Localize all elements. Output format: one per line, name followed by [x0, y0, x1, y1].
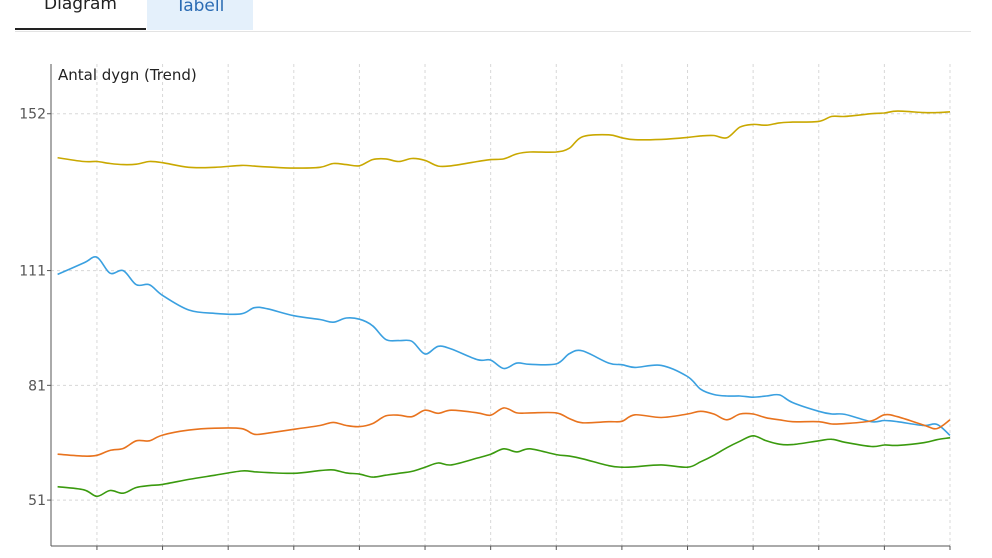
tab-diagram-label: Diagram — [44, 0, 117, 14]
y-tick-label: 111 — [19, 264, 46, 280]
tab-diagram[interactable]: Diagram — [15, 0, 146, 30]
tab-tabell[interactable]: Tabell — [147, 0, 253, 30]
view-tabs: Diagram Tabell — [15, 0, 971, 32]
y-tick-labels: 51 81 111 152 — [19, 107, 46, 509]
chart-grid — [51, 64, 951, 546]
series-line-2 — [57, 256, 951, 437]
y-axis-label: Antal dygn (Trend) — [58, 66, 197, 84]
y-tick-label: 152 — [19, 107, 46, 123]
tab-tabell-label: Tabell — [175, 0, 225, 16]
y-tick-label: 81 — [28, 378, 46, 394]
series-line-4 — [57, 435, 951, 498]
chart-series — [57, 110, 951, 498]
series-line-3 — [57, 407, 951, 457]
series-line-1 — [57, 110, 951, 169]
y-tick-label: 51 — [28, 493, 46, 509]
chart-axes — [47, 64, 951, 550]
